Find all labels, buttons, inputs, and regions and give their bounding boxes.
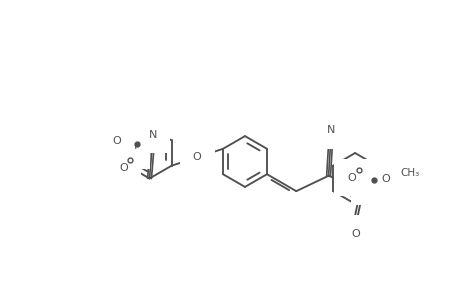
Text: N: N: [128, 146, 136, 156]
Text: O: O: [112, 136, 121, 146]
Text: N: N: [326, 125, 334, 135]
Text: O: O: [381, 174, 389, 184]
Text: N: N: [381, 171, 390, 181]
Text: N: N: [364, 182, 372, 192]
Text: CH₃: CH₃: [399, 168, 419, 178]
Text: O: O: [350, 229, 359, 238]
Text: O: O: [192, 152, 201, 162]
Text: O: O: [347, 173, 356, 183]
Text: N: N: [148, 130, 157, 140]
Text: O: O: [119, 163, 128, 173]
Text: H: H: [389, 171, 396, 181]
